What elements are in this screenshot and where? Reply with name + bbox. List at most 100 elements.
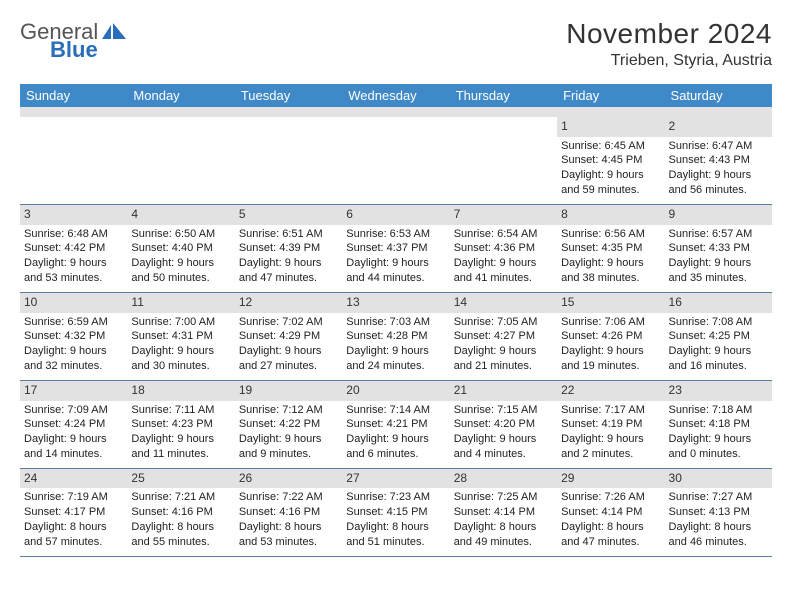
title-block: November 2024 Trieben, Styria, Austria (566, 18, 772, 70)
detail-line: Sunrise: 7:00 AM (131, 315, 230, 330)
week-row: 10Sunrise: 6:59 AMSunset: 4:32 PMDayligh… (20, 292, 772, 380)
detail-line: Daylight: 9 hours (561, 168, 660, 183)
week-row: 17Sunrise: 7:09 AMSunset: 4:24 PMDayligh… (20, 380, 772, 468)
detail-line: Sunset: 4:20 PM (454, 417, 553, 432)
detail-line: Sunrise: 7:19 AM (24, 490, 123, 505)
day-number: 9 (665, 205, 772, 225)
detail-line: Sunset: 4:43 PM (669, 153, 768, 168)
detail-line: Sunrise: 6:50 AM (131, 227, 230, 242)
detail-line: Sunset: 4:42 PM (24, 241, 123, 256)
day-details: Sunrise: 7:14 AMSunset: 4:21 PMDaylight:… (342, 401, 449, 468)
detail-line: and 4 minutes. (454, 447, 553, 462)
day-details: Sunrise: 7:11 AMSunset: 4:23 PMDaylight:… (127, 401, 234, 468)
dayhead-mon: Monday (127, 84, 234, 107)
detail-line: Sunrise: 6:45 AM (561, 139, 660, 154)
day-cell: 23Sunrise: 7:18 AMSunset: 4:18 PMDayligh… (665, 380, 772, 468)
detail-line: Daylight: 8 hours (669, 520, 768, 535)
logo: General Blue (20, 18, 126, 61)
calendar-page: General Blue November 2024 Trieben, Styr… (0, 0, 792, 567)
detail-line: Daylight: 9 hours (669, 344, 768, 359)
day-header-row: Sunday Monday Tuesday Wednesday Thursday… (20, 84, 772, 107)
detail-line: Daylight: 9 hours (669, 256, 768, 271)
day-cell (20, 117, 127, 204)
detail-line: Sunrise: 7:25 AM (454, 490, 553, 505)
dayhead-sun: Sunday (20, 84, 127, 107)
day-cell: 9Sunrise: 6:57 AMSunset: 4:33 PMDaylight… (665, 204, 772, 292)
day-details: Sunrise: 6:59 AMSunset: 4:32 PMDaylight:… (20, 313, 127, 380)
detail-line: Sunset: 4:24 PM (24, 417, 123, 432)
detail-line: Sunset: 4:35 PM (561, 241, 660, 256)
day-details: Sunrise: 6:47 AMSunset: 4:43 PMDaylight:… (665, 137, 772, 204)
detail-line: Sunset: 4:17 PM (24, 505, 123, 520)
day-details: Sunrise: 7:05 AMSunset: 4:27 PMDaylight:… (450, 313, 557, 380)
detail-line: Sunrise: 6:57 AM (669, 227, 768, 242)
detail-line: Sunrise: 7:06 AM (561, 315, 660, 330)
day-details: Sunrise: 7:26 AMSunset: 4:14 PMDaylight:… (557, 488, 664, 555)
day-details: Sunrise: 6:50 AMSunset: 4:40 PMDaylight:… (127, 225, 234, 292)
day-number: 6 (342, 205, 449, 225)
detail-line: Sunset: 4:16 PM (131, 505, 230, 520)
detail-line: Sunrise: 7:17 AM (561, 403, 660, 418)
detail-line: Sunrise: 7:08 AM (669, 315, 768, 330)
day-details: Sunrise: 7:17 AMSunset: 4:19 PMDaylight:… (557, 401, 664, 468)
detail-line: and 0 minutes. (669, 447, 768, 462)
detail-line: and 51 minutes. (346, 535, 445, 550)
detail-line: Daylight: 9 hours (239, 256, 338, 271)
day-number: 19 (235, 381, 342, 401)
detail-line: Sunrise: 7:05 AM (454, 315, 553, 330)
day-cell: 13Sunrise: 7:03 AMSunset: 4:28 PMDayligh… (342, 292, 449, 380)
detail-line: and 55 minutes. (131, 535, 230, 550)
day-number: 30 (665, 469, 772, 489)
day-number: 18 (127, 381, 234, 401)
detail-line: Daylight: 9 hours (131, 432, 230, 447)
detail-line: Daylight: 9 hours (239, 432, 338, 447)
day-details: Sunrise: 6:45 AMSunset: 4:45 PMDaylight:… (557, 137, 664, 204)
detail-line: Daylight: 9 hours (561, 344, 660, 359)
day-cell: 4Sunrise: 6:50 AMSunset: 4:40 PMDaylight… (127, 204, 234, 292)
day-cell: 17Sunrise: 7:09 AMSunset: 4:24 PMDayligh… (20, 380, 127, 468)
detail-line: Sunset: 4:19 PM (561, 417, 660, 432)
detail-line: Daylight: 9 hours (346, 432, 445, 447)
detail-line: and 57 minutes. (24, 535, 123, 550)
detail-line: Sunrise: 7:23 AM (346, 490, 445, 505)
detail-line: Daylight: 8 hours (24, 520, 123, 535)
detail-line: and 19 minutes. (561, 359, 660, 374)
detail-line: Sunrise: 7:18 AM (669, 403, 768, 418)
detail-line: Sunrise: 7:09 AM (24, 403, 123, 418)
detail-line: and 14 minutes. (24, 447, 123, 462)
day-cell (342, 117, 449, 204)
detail-line: Daylight: 8 hours (131, 520, 230, 535)
detail-line: Daylight: 9 hours (24, 344, 123, 359)
detail-line: and 30 minutes. (131, 359, 230, 374)
day-cell: 8Sunrise: 6:56 AMSunset: 4:35 PMDaylight… (557, 204, 664, 292)
detail-line: Sunset: 4:26 PM (561, 329, 660, 344)
detail-line: Sunrise: 6:51 AM (239, 227, 338, 242)
detail-line: and 46 minutes. (669, 535, 768, 550)
day-details: Sunrise: 7:23 AMSunset: 4:15 PMDaylight:… (342, 488, 449, 555)
day-number: 8 (557, 205, 664, 225)
spacer-row (20, 107, 772, 117)
day-number: 16 (665, 293, 772, 313)
detail-line: Daylight: 8 hours (561, 520, 660, 535)
day-cell: 18Sunrise: 7:11 AMSunset: 4:23 PMDayligh… (127, 380, 234, 468)
detail-line: and 24 minutes. (346, 359, 445, 374)
detail-line: Sunset: 4:28 PM (346, 329, 445, 344)
detail-line: Sunset: 4:32 PM (24, 329, 123, 344)
day-cell: 25Sunrise: 7:21 AMSunset: 4:16 PMDayligh… (127, 468, 234, 556)
day-details: Sunrise: 7:25 AMSunset: 4:14 PMDaylight:… (450, 488, 557, 555)
day-cell: 26Sunrise: 7:22 AMSunset: 4:16 PMDayligh… (235, 468, 342, 556)
detail-line: and 27 minutes. (239, 359, 338, 374)
detail-line: Daylight: 9 hours (669, 168, 768, 183)
day-cell: 16Sunrise: 7:08 AMSunset: 4:25 PMDayligh… (665, 292, 772, 380)
detail-line: Sunrise: 7:02 AM (239, 315, 338, 330)
day-details: Sunrise: 7:18 AMSunset: 4:18 PMDaylight:… (665, 401, 772, 468)
detail-line: Daylight: 8 hours (346, 520, 445, 535)
detail-line: Daylight: 9 hours (561, 256, 660, 271)
day-cell: 27Sunrise: 7:23 AMSunset: 4:15 PMDayligh… (342, 468, 449, 556)
detail-line: Sunrise: 7:21 AM (131, 490, 230, 505)
day-cell: 24Sunrise: 7:19 AMSunset: 4:17 PMDayligh… (20, 468, 127, 556)
day-details: Sunrise: 7:02 AMSunset: 4:29 PMDaylight:… (235, 313, 342, 380)
day-cell: 5Sunrise: 6:51 AMSunset: 4:39 PMDaylight… (235, 204, 342, 292)
detail-line: Sunset: 4:45 PM (561, 153, 660, 168)
detail-line: Sunset: 4:22 PM (239, 417, 338, 432)
